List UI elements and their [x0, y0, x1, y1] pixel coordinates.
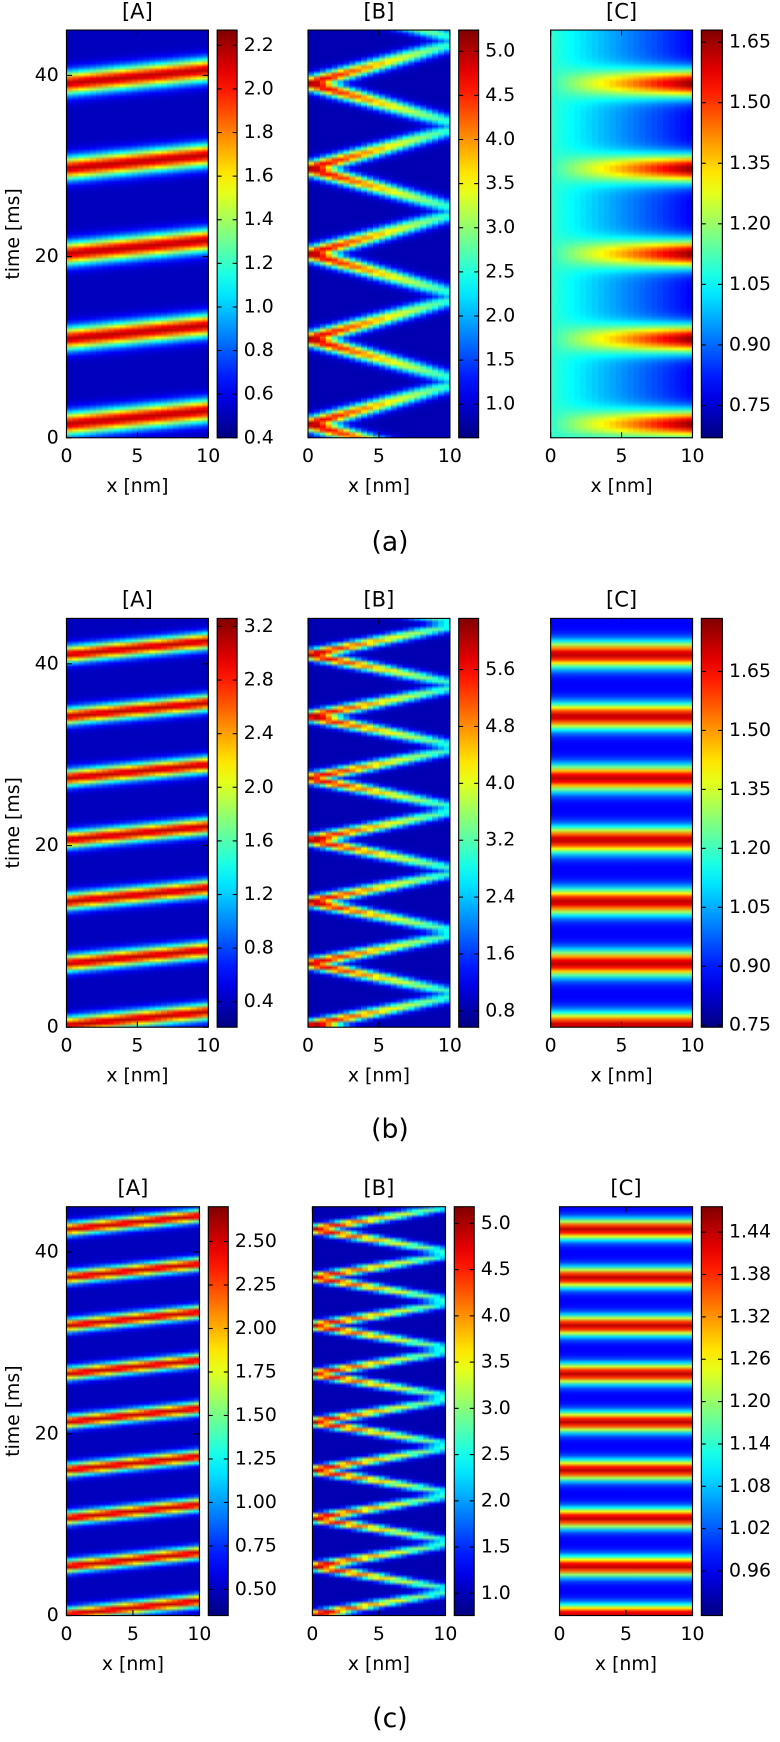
- body: {"captions": ["(a)", "(b)", "(c)"], "cha…: [2, 0, 771, 1735]
- page: body { margin: 0; background: #fff; font…: [2, 0, 771, 1735]
